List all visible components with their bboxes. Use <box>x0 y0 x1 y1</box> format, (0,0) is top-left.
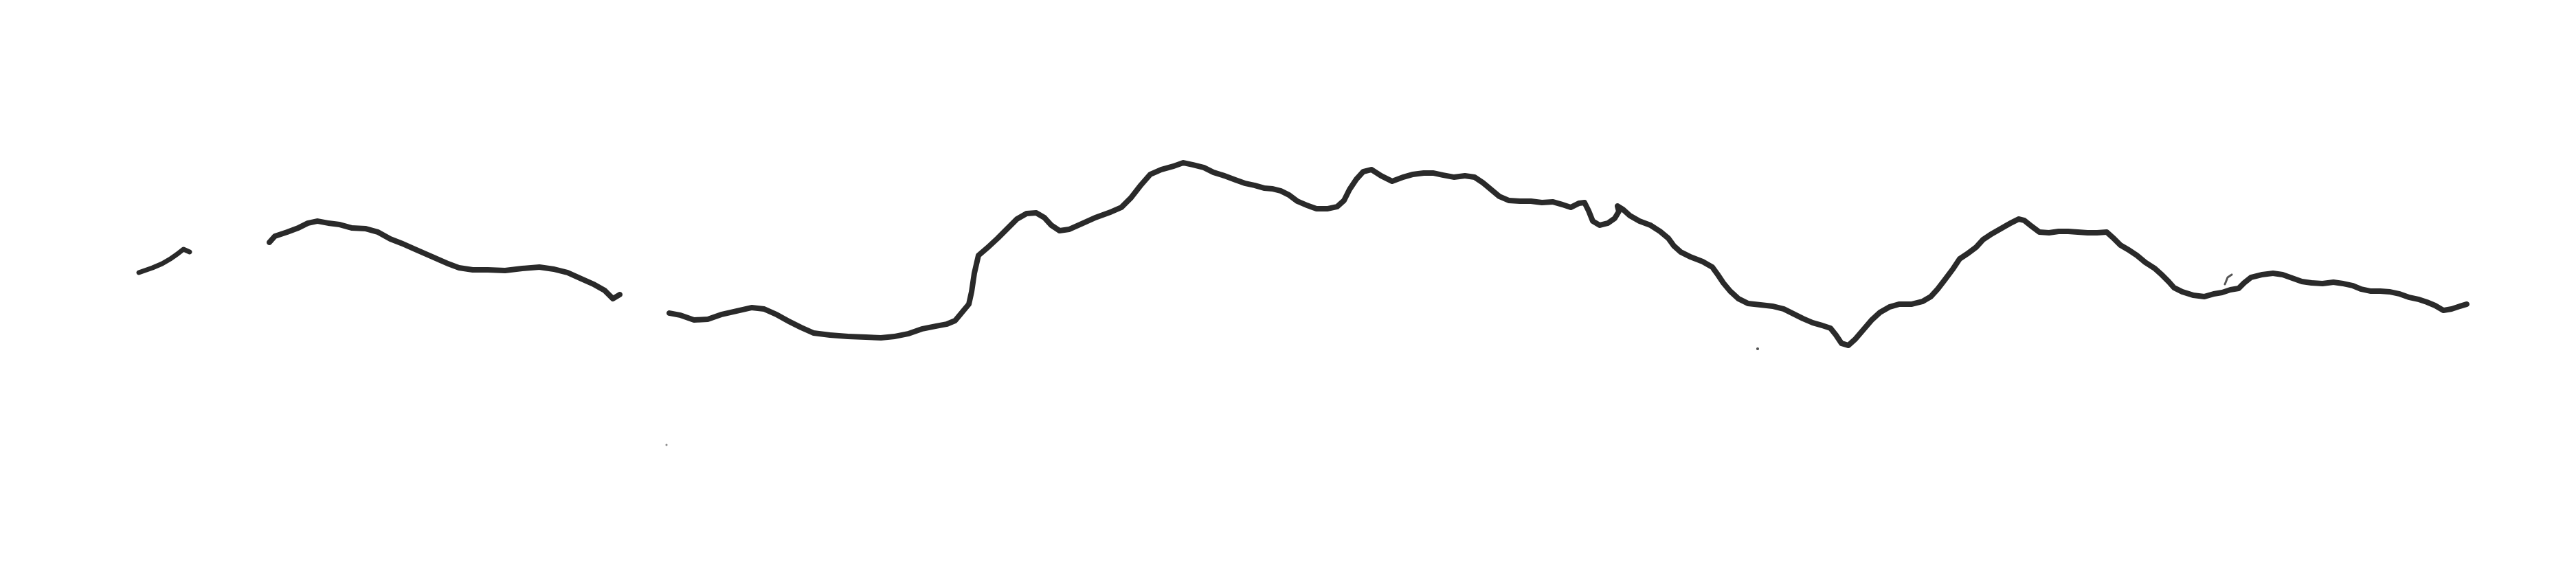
speck-3 <box>2224 273 2233 286</box>
line-segment-2 <box>267 218 623 301</box>
line-segment-1 <box>136 246 192 275</box>
line-segment-3 <box>667 160 2469 348</box>
speck-2 <box>665 444 668 446</box>
speck-1 <box>1756 347 1759 350</box>
